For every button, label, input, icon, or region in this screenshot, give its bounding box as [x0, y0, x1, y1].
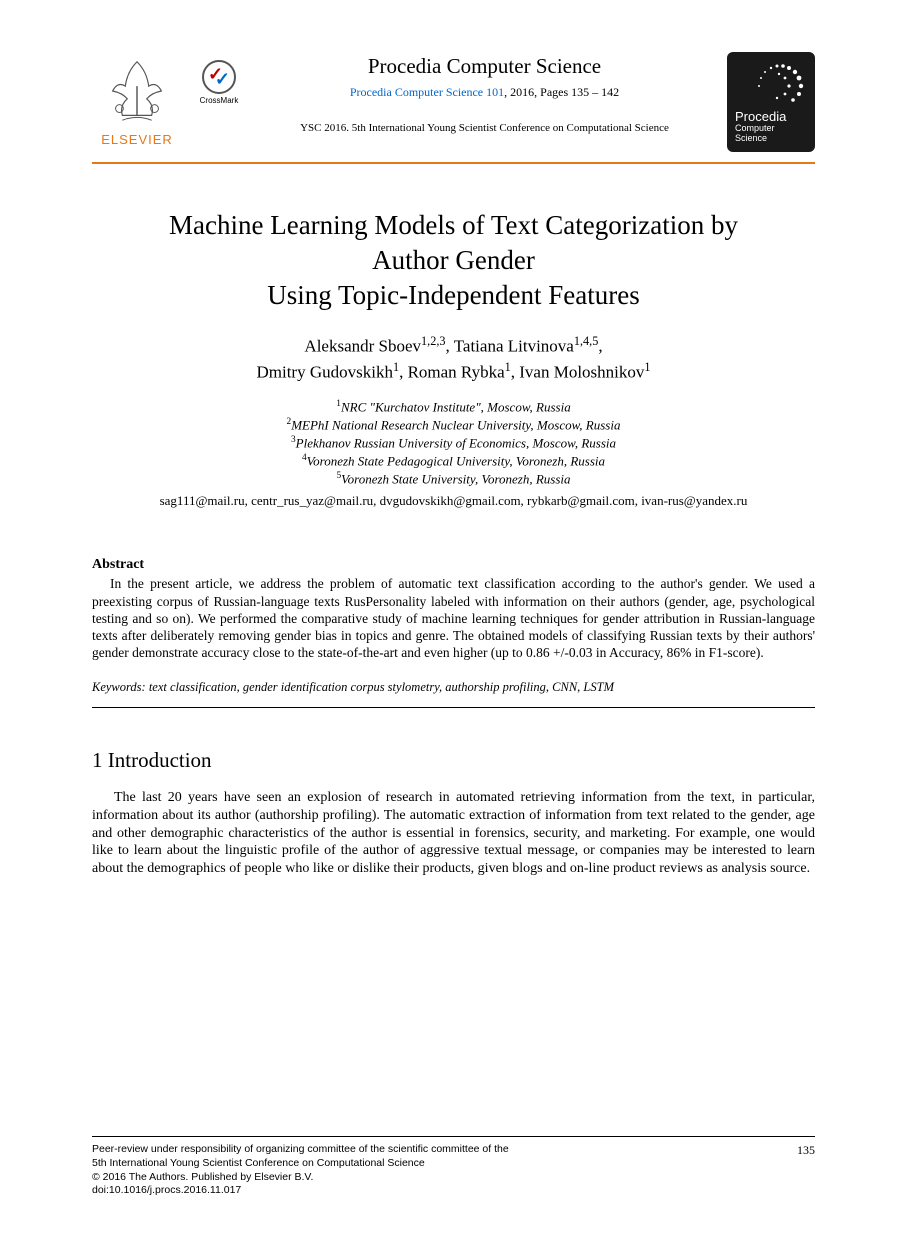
affiliations-block: 1NRC "Kurchatov Institute", Moscow, Russ… [92, 398, 815, 487]
footer-line2: 5th International Young Scientist Confer… [92, 1157, 509, 1171]
title-line2: Author Gender [372, 245, 535, 275]
author-5-pre: , Ivan Moloshnikov [511, 363, 645, 382]
badge-title: Procedia [735, 109, 807, 124]
author-2-aff: 1,4,5 [574, 334, 598, 348]
section-1-heading: 1 Introduction [92, 748, 815, 773]
footer-legal: Peer-review under responsibility of orga… [92, 1143, 509, 1198]
author-4-pre: , Roman Rybka [399, 363, 505, 382]
procedia-badge: Procedia Computer Science [727, 52, 815, 152]
footer-doi: doi:10.1016/j.procs.2016.11.017 [92, 1184, 509, 1198]
conference-line: YSC 2016. 5th International Young Scient… [256, 122, 713, 134]
crossmark-icon [202, 60, 236, 94]
footer-line3: © 2016 The Authors. Published by Elsevie… [92, 1171, 509, 1185]
badge-subtitle: Computer Science [735, 124, 807, 144]
title-line1: Machine Learning Models of Text Categori… [169, 210, 738, 240]
section-1-para: The last 20 years have seen an explosion… [92, 789, 815, 879]
affiliation-4: 4Voronezh State Pedagogical University, … [92, 452, 815, 470]
author-5-aff: 1 [644, 360, 650, 374]
author-1: Aleksandr Sboev [304, 337, 421, 356]
keywords-text: text classification, gender identificati… [146, 680, 614, 694]
affiliation-1: 1NRC "Kurchatov Institute", Moscow, Russ… [92, 398, 815, 416]
crossmark-badge[interactable]: CrossMark [196, 60, 242, 105]
footer-line1: Peer-review under responsibility of orga… [92, 1143, 509, 1157]
author-1-aff: 1,2,3 [421, 334, 445, 348]
elsevier-tree-icon [98, 52, 176, 130]
paper-header: ELSEVIER CrossMark Procedia Computer Sci… [92, 52, 815, 164]
author-emails: sag111@mail.ru, centr_rus_yaz@mail.ru, d… [92, 492, 815, 510]
procedia-dots-icon [735, 60, 807, 104]
keywords-line: Keywords: text classification, gender id… [92, 680, 815, 708]
keywords-label: Keywords: [92, 680, 146, 694]
title-line3: Using Topic-Independent Features [267, 280, 640, 310]
crossmark-label: CrossMark [200, 96, 239, 105]
affiliation-5: 5Voronezh State University, Voronezh, Ru… [92, 470, 815, 488]
journal-name: Procedia Computer Science [256, 54, 713, 79]
elsevier-logo: ELSEVIER [92, 52, 182, 147]
citation-link[interactable]: Procedia Computer Science 101 [350, 85, 504, 99]
paper-title: Machine Learning Models of Text Categori… [92, 208, 815, 313]
header-center: Procedia Computer Science Procedia Compu… [256, 52, 713, 134]
citation-suffix: , 2016, Pages 135 – 142 [504, 85, 619, 99]
author-3: Dmitry Gudovskikh [256, 363, 392, 382]
affiliation-3: 3Plekhanov Russian University of Economi… [92, 434, 815, 452]
page-footer: Peer-review under responsibility of orga… [92, 1136, 815, 1198]
elsevier-name: ELSEVIER [101, 132, 173, 147]
citation-line: Procedia Computer Science 101, 2016, Pag… [256, 85, 713, 100]
author-2-pre: , Tatiana Litvinova [446, 337, 574, 356]
abstract-body: In the present article, we address the p… [92, 575, 815, 661]
affiliation-2: 2MEPhI National Research Nuclear Univers… [92, 416, 815, 434]
abstract-heading: Abstract [92, 557, 815, 573]
authors-block: Aleksandr Sboev1,2,3, Tatiana Litvinova1… [92, 333, 815, 384]
page-number: 135 [797, 1143, 815, 1198]
